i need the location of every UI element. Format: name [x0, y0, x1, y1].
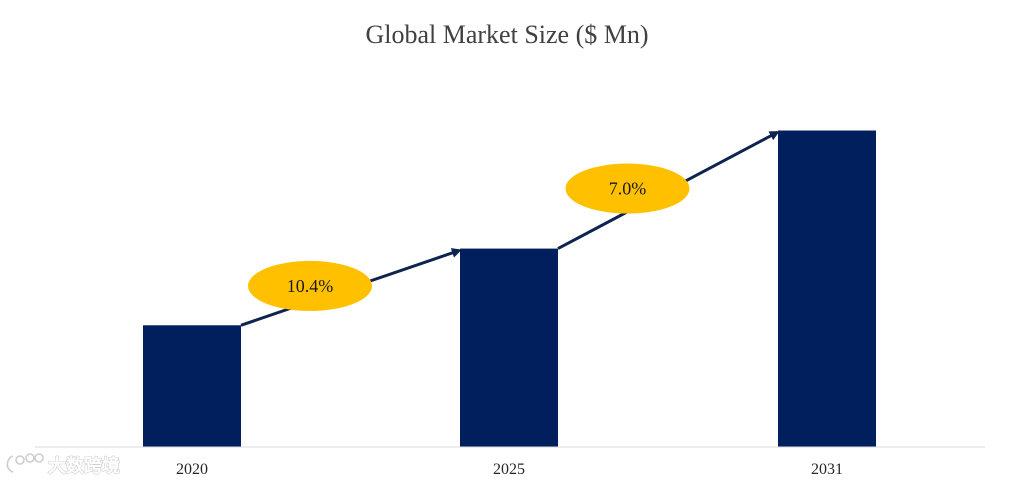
x-axis-ticks: 2020 2025 2031 — [176, 461, 843, 478]
growth-annotations: 10.4% 7.0% — [240, 131, 780, 327]
chart-title: Global Market Size ($ Mn) — [365, 20, 648, 49]
watermark-text: 大数跨境 — [48, 455, 120, 477]
logo-loops-icon — [6, 453, 44, 473]
bar-2031 — [778, 130, 876, 447]
cagr-label: 7.0% — [609, 179, 647, 199]
bar-2020 — [143, 325, 241, 447]
cagr-label: 10.4% — [287, 276, 334, 296]
x-tick-label: 2020 — [176, 461, 208, 478]
cagr-badge — [565, 163, 690, 214]
x-tick-label: 2025 — [493, 461, 525, 478]
bar-2025 — [460, 248, 558, 447]
cagr-badge — [248, 260, 372, 311]
bars-group — [143, 130, 876, 447]
x-tick-label: 2031 — [811, 461, 843, 478]
watermark: 大数跨境 — [6, 453, 121, 478]
